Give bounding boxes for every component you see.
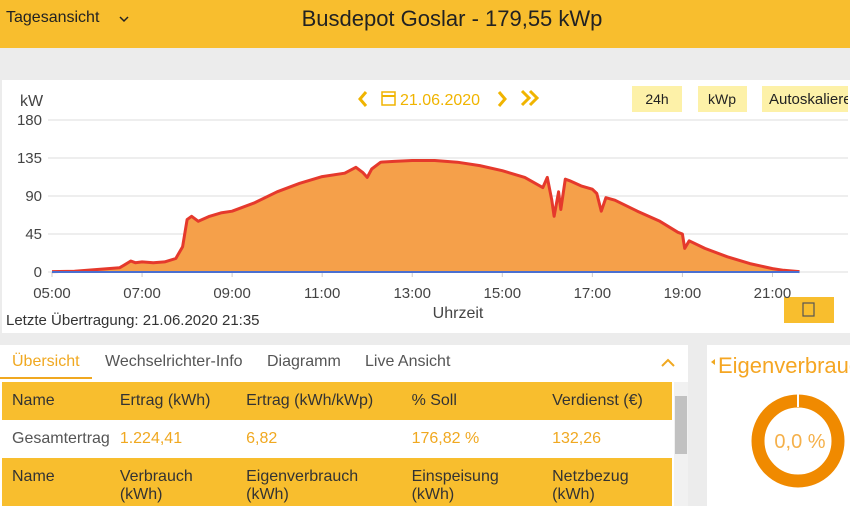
line [51, 159, 800, 274]
table-cell: Ertrag (kWh) [109, 382, 237, 420]
table-cell: 176,82 % [411, 430, 480, 447]
x-axis-label: Uhrzeit [433, 305, 484, 322]
y-axis-label: kW [20, 93, 44, 110]
collapse[interactable] [660, 357, 676, 369]
x-tick-label: 13:00 [393, 285, 431, 302]
x-tick-label: 11:00 [304, 285, 340, 302]
y-tick-label: 180 [17, 112, 42, 129]
table-cell: Netzbezug (kWh) [542, 458, 672, 506]
status: Letzte Übertragung: 21.06.2020 21:35 [6, 311, 260, 329]
top-bar: Tagesansicht Busdepot Goslar - 179,55 kW… [0, 0, 850, 48]
next-day[interactable] [497, 91, 507, 107]
x-tick-label: 05:00 [33, 285, 71, 302]
table-row: Gesamtertrag 1.224,41 6,82 176,82 % 132,26 [2, 420, 672, 458]
overview-panel: Übersicht Wechselrichter-Info Diagramm L… [0, 345, 688, 506]
button[interactable]: kWp [708, 91, 736, 107]
table-cell: 132,26 [552, 430, 602, 447]
tab[interactable]: Wechselrichter-Info [105, 353, 243, 370]
table-cell: 6,82 [246, 430, 278, 447]
x-tick-label: 21:00 [754, 285, 792, 302]
tab[interactable]: Live Ansicht [365, 353, 451, 370]
chart: 21.06.2020 24h kWp Autoskalieren kW Uhrz… [6, 86, 848, 329]
table-cell: Name [2, 382, 110, 420]
table-cell: Ertrag (kWh/kWp) [236, 382, 402, 420]
scrollbar [674, 382, 688, 506]
table-cell: Eigenverbrauch (kWh) [236, 458, 402, 506]
date[interactable]: 21.06.2020 [400, 92, 480, 109]
donut-value: 0,0 % [774, 431, 825, 453]
x-tick-label: 15:00 [484, 285, 522, 302]
button[interactable]: 24h [645, 91, 668, 107]
table: Name Ertrag (kWh) Ertrag (kWh/kWp)% Soll Ve… [2, 382, 672, 506]
table-cell: 1.224,41 [119, 430, 183, 447]
calendar-icon [381, 91, 396, 106]
tab[interactable]: Diagramm [267, 353, 341, 370]
last-day[interactable] [520, 89, 540, 107]
y-tick-label: 90 [25, 188, 42, 205]
prev-day[interactable] [358, 91, 368, 107]
chevron [119, 16, 129, 23]
x-tick-label: 17:00 [574, 285, 612, 302]
table-cell: % Soll [401, 382, 543, 420]
card-title: Eigenverbrauch [718, 353, 850, 378]
tab-underline [0, 377, 92, 379]
donut-chart: Eigenverbrauch 0,0 % [711, 353, 850, 488]
button-bg[interactable] [762, 86, 848, 112]
table-cell: Verbrauch (kWh) [109, 458, 237, 506]
area-fill [52, 160, 800, 272]
marker [711, 359, 715, 365]
table-cell: Gesamtertrag [12, 430, 110, 447]
x-tick-label: 07:00 [123, 285, 161, 302]
export-button[interactable] [784, 297, 834, 323]
table-cell: Verdienst (€) [542, 382, 672, 420]
table-row: Name Verbrauch (kWh) Eigenverbrauch (kWh) E… [2, 458, 672, 506]
button-bg[interactable] [698, 86, 747, 112]
y-tick-label: 45 [25, 226, 42, 243]
x-tick-label: 19:00 [664, 285, 702, 302]
table-cell: Einspeisung (kWh) [401, 458, 543, 506]
x-tick-label: 09:00 [213, 285, 251, 302]
self-consumption-card: Eigenverbrauch 0,0 % [707, 345, 850, 506]
button-bg[interactable] [632, 86, 682, 112]
page-title: Busdepot Goslar - 179,55 kWp [301, 6, 603, 31]
tab[interactable]: Übersicht [12, 353, 80, 370]
table-row: Name Ertrag (kWh) Ertrag (kWh/kWp)% Soll Ve… [2, 382, 672, 420]
chart-card: 21.06.2020 24h kWp Autoskalieren kW Uhrz… [2, 80, 850, 333]
y-tick-label: 135 [17, 150, 42, 167]
table-cell: Name [2, 458, 110, 506]
view-menu[interactable]: Tagesansicht [6, 9, 100, 26]
export-icon [802, 302, 815, 317]
y-tick-label: 0 [34, 264, 42, 281]
button[interactable]: Autoskalieren [769, 91, 848, 108]
